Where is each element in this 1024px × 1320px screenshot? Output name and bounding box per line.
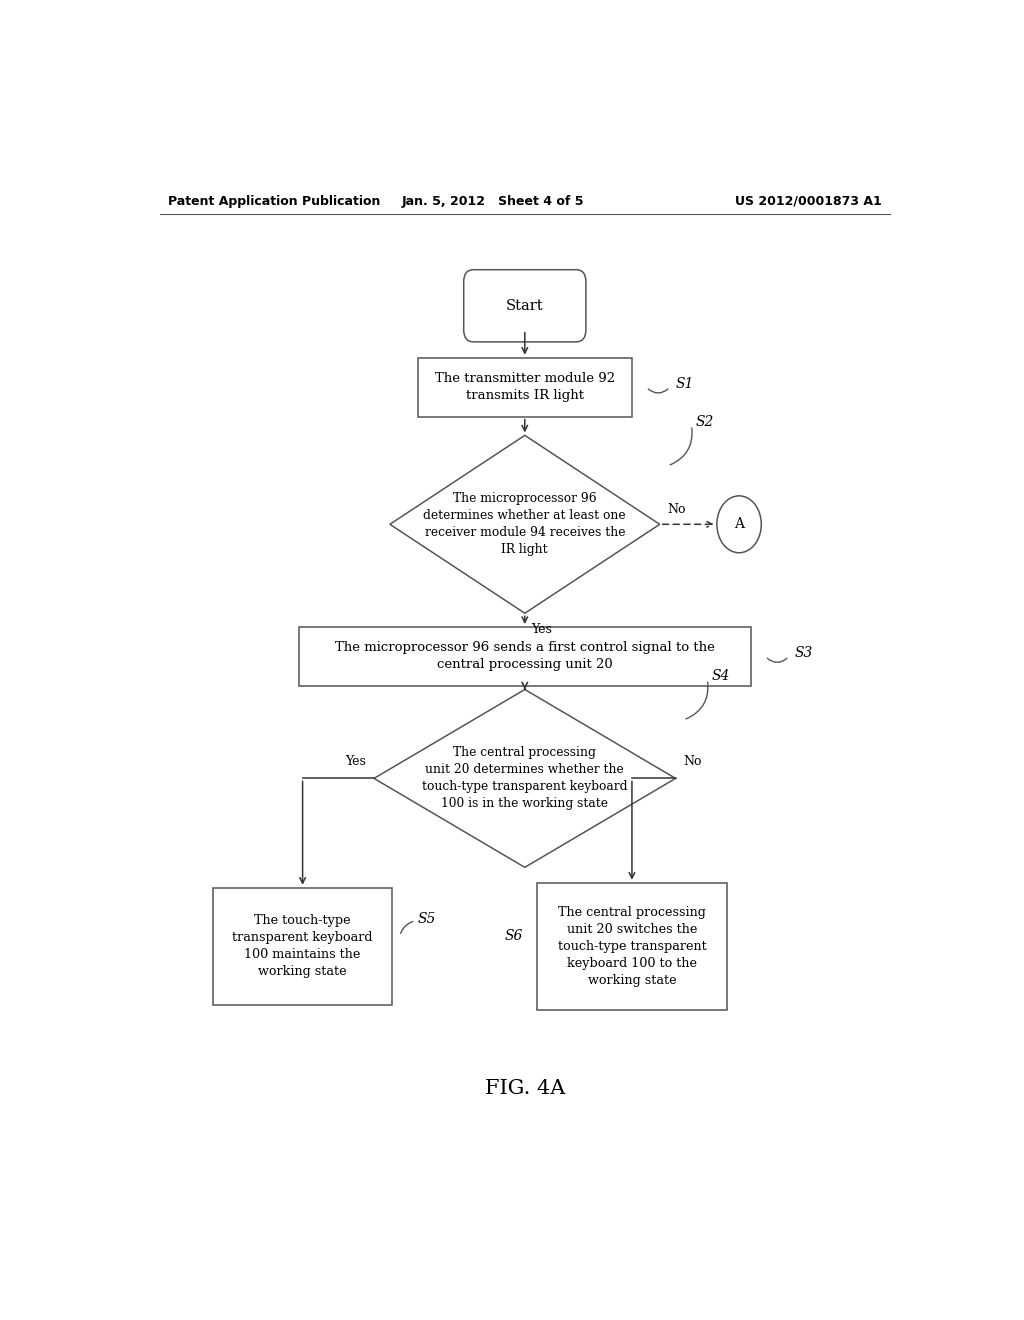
Text: The microprocessor 96
determines whether at least one
receiver module 94 receive: The microprocessor 96 determines whether… (424, 492, 626, 556)
Text: Yes: Yes (531, 623, 552, 636)
Text: A: A (734, 517, 744, 532)
Text: S6: S6 (505, 929, 523, 942)
Text: No: No (668, 503, 686, 516)
Bar (299, 627, 751, 686)
Text: Start: Start (506, 298, 544, 313)
Text: S2: S2 (695, 416, 714, 429)
Text: S3: S3 (795, 647, 813, 660)
Text: Yes: Yes (345, 755, 367, 768)
Polygon shape (374, 689, 676, 867)
Text: The central processing
unit 20 switches the
touch-type transparent
keyboard 100 : The central processing unit 20 switches … (557, 906, 707, 986)
Text: The central processing
unit 20 determines whether the
touch-type transparent key: The central processing unit 20 determine… (422, 746, 628, 810)
FancyBboxPatch shape (464, 269, 586, 342)
Text: US 2012/0001873 A1: US 2012/0001873 A1 (735, 194, 882, 207)
Polygon shape (390, 436, 659, 614)
Text: Patent Application Publication: Patent Application Publication (168, 194, 380, 207)
Text: S4: S4 (712, 669, 730, 684)
Circle shape (717, 496, 761, 553)
Text: The microprocessor 96 sends a first control signal to the
central processing uni: The microprocessor 96 sends a first cont… (335, 642, 715, 672)
Bar (418, 358, 632, 417)
Text: FIG. 4A: FIG. 4A (484, 1078, 565, 1098)
Text: No: No (684, 755, 702, 768)
Text: S1: S1 (676, 378, 694, 391)
Bar (537, 883, 727, 1010)
Bar (213, 887, 392, 1005)
Text: The transmitter module 92
transmits IR light: The transmitter module 92 transmits IR l… (435, 372, 614, 403)
Text: Jan. 5, 2012   Sheet 4 of 5: Jan. 5, 2012 Sheet 4 of 5 (401, 194, 585, 207)
Text: S5: S5 (418, 912, 436, 925)
Text: The touch-type
transparent keyboard
100 maintains the
working state: The touch-type transparent keyboard 100 … (232, 915, 373, 978)
